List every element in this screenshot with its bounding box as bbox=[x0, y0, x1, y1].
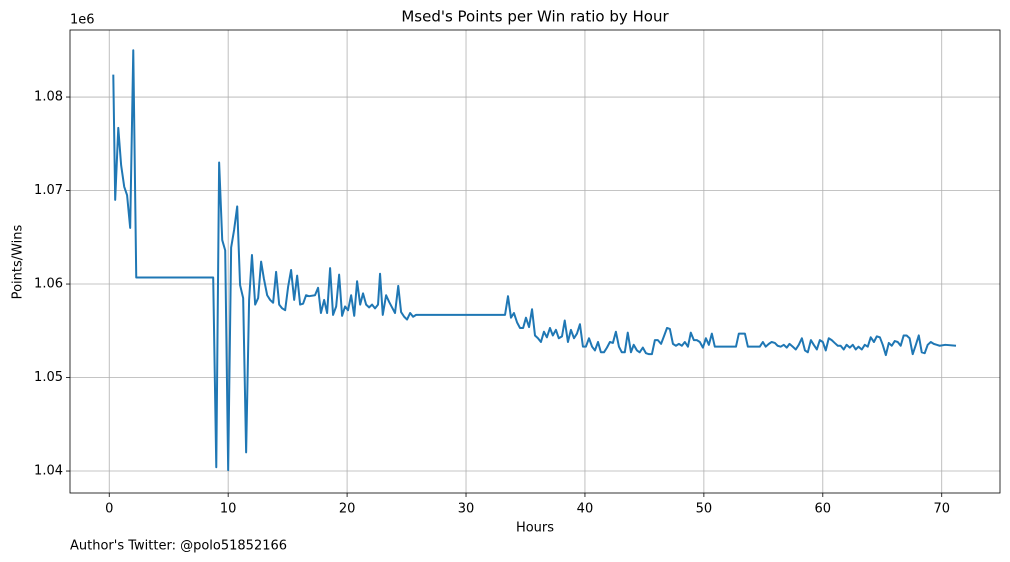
annotation: Author's Twitter: @polo51852166 bbox=[70, 539, 287, 554]
plot-frame bbox=[69, 29, 1001, 494]
x-tick-label: 60 bbox=[815, 502, 832, 517]
x-tick-label: 50 bbox=[696, 502, 713, 517]
chart-title: Msed's Points per Win ratio by Hour bbox=[401, 8, 669, 26]
x-axis-label: Hours bbox=[516, 521, 554, 536]
y-tick-label: 1.04 bbox=[34, 464, 63, 479]
y-tick-label: 1.05 bbox=[34, 370, 63, 385]
x-tick-label: 70 bbox=[933, 502, 950, 517]
y-tick-label: 1.06 bbox=[34, 277, 63, 292]
x-tick-label: 0 bbox=[105, 502, 113, 517]
y-tick-label: 1.07 bbox=[34, 183, 63, 198]
y-axis-label: Points/Wins bbox=[11, 224, 26, 299]
y-tick-label: 1.08 bbox=[34, 90, 63, 105]
x-tick-label: 40 bbox=[577, 502, 594, 517]
data-line bbox=[112, 49, 957, 472]
y-offset-label: 1e6 bbox=[70, 13, 95, 28]
x-tick-label: 20 bbox=[339, 502, 356, 517]
x-tick-label: 30 bbox=[458, 502, 475, 517]
x-tick-label: 10 bbox=[220, 502, 237, 517]
